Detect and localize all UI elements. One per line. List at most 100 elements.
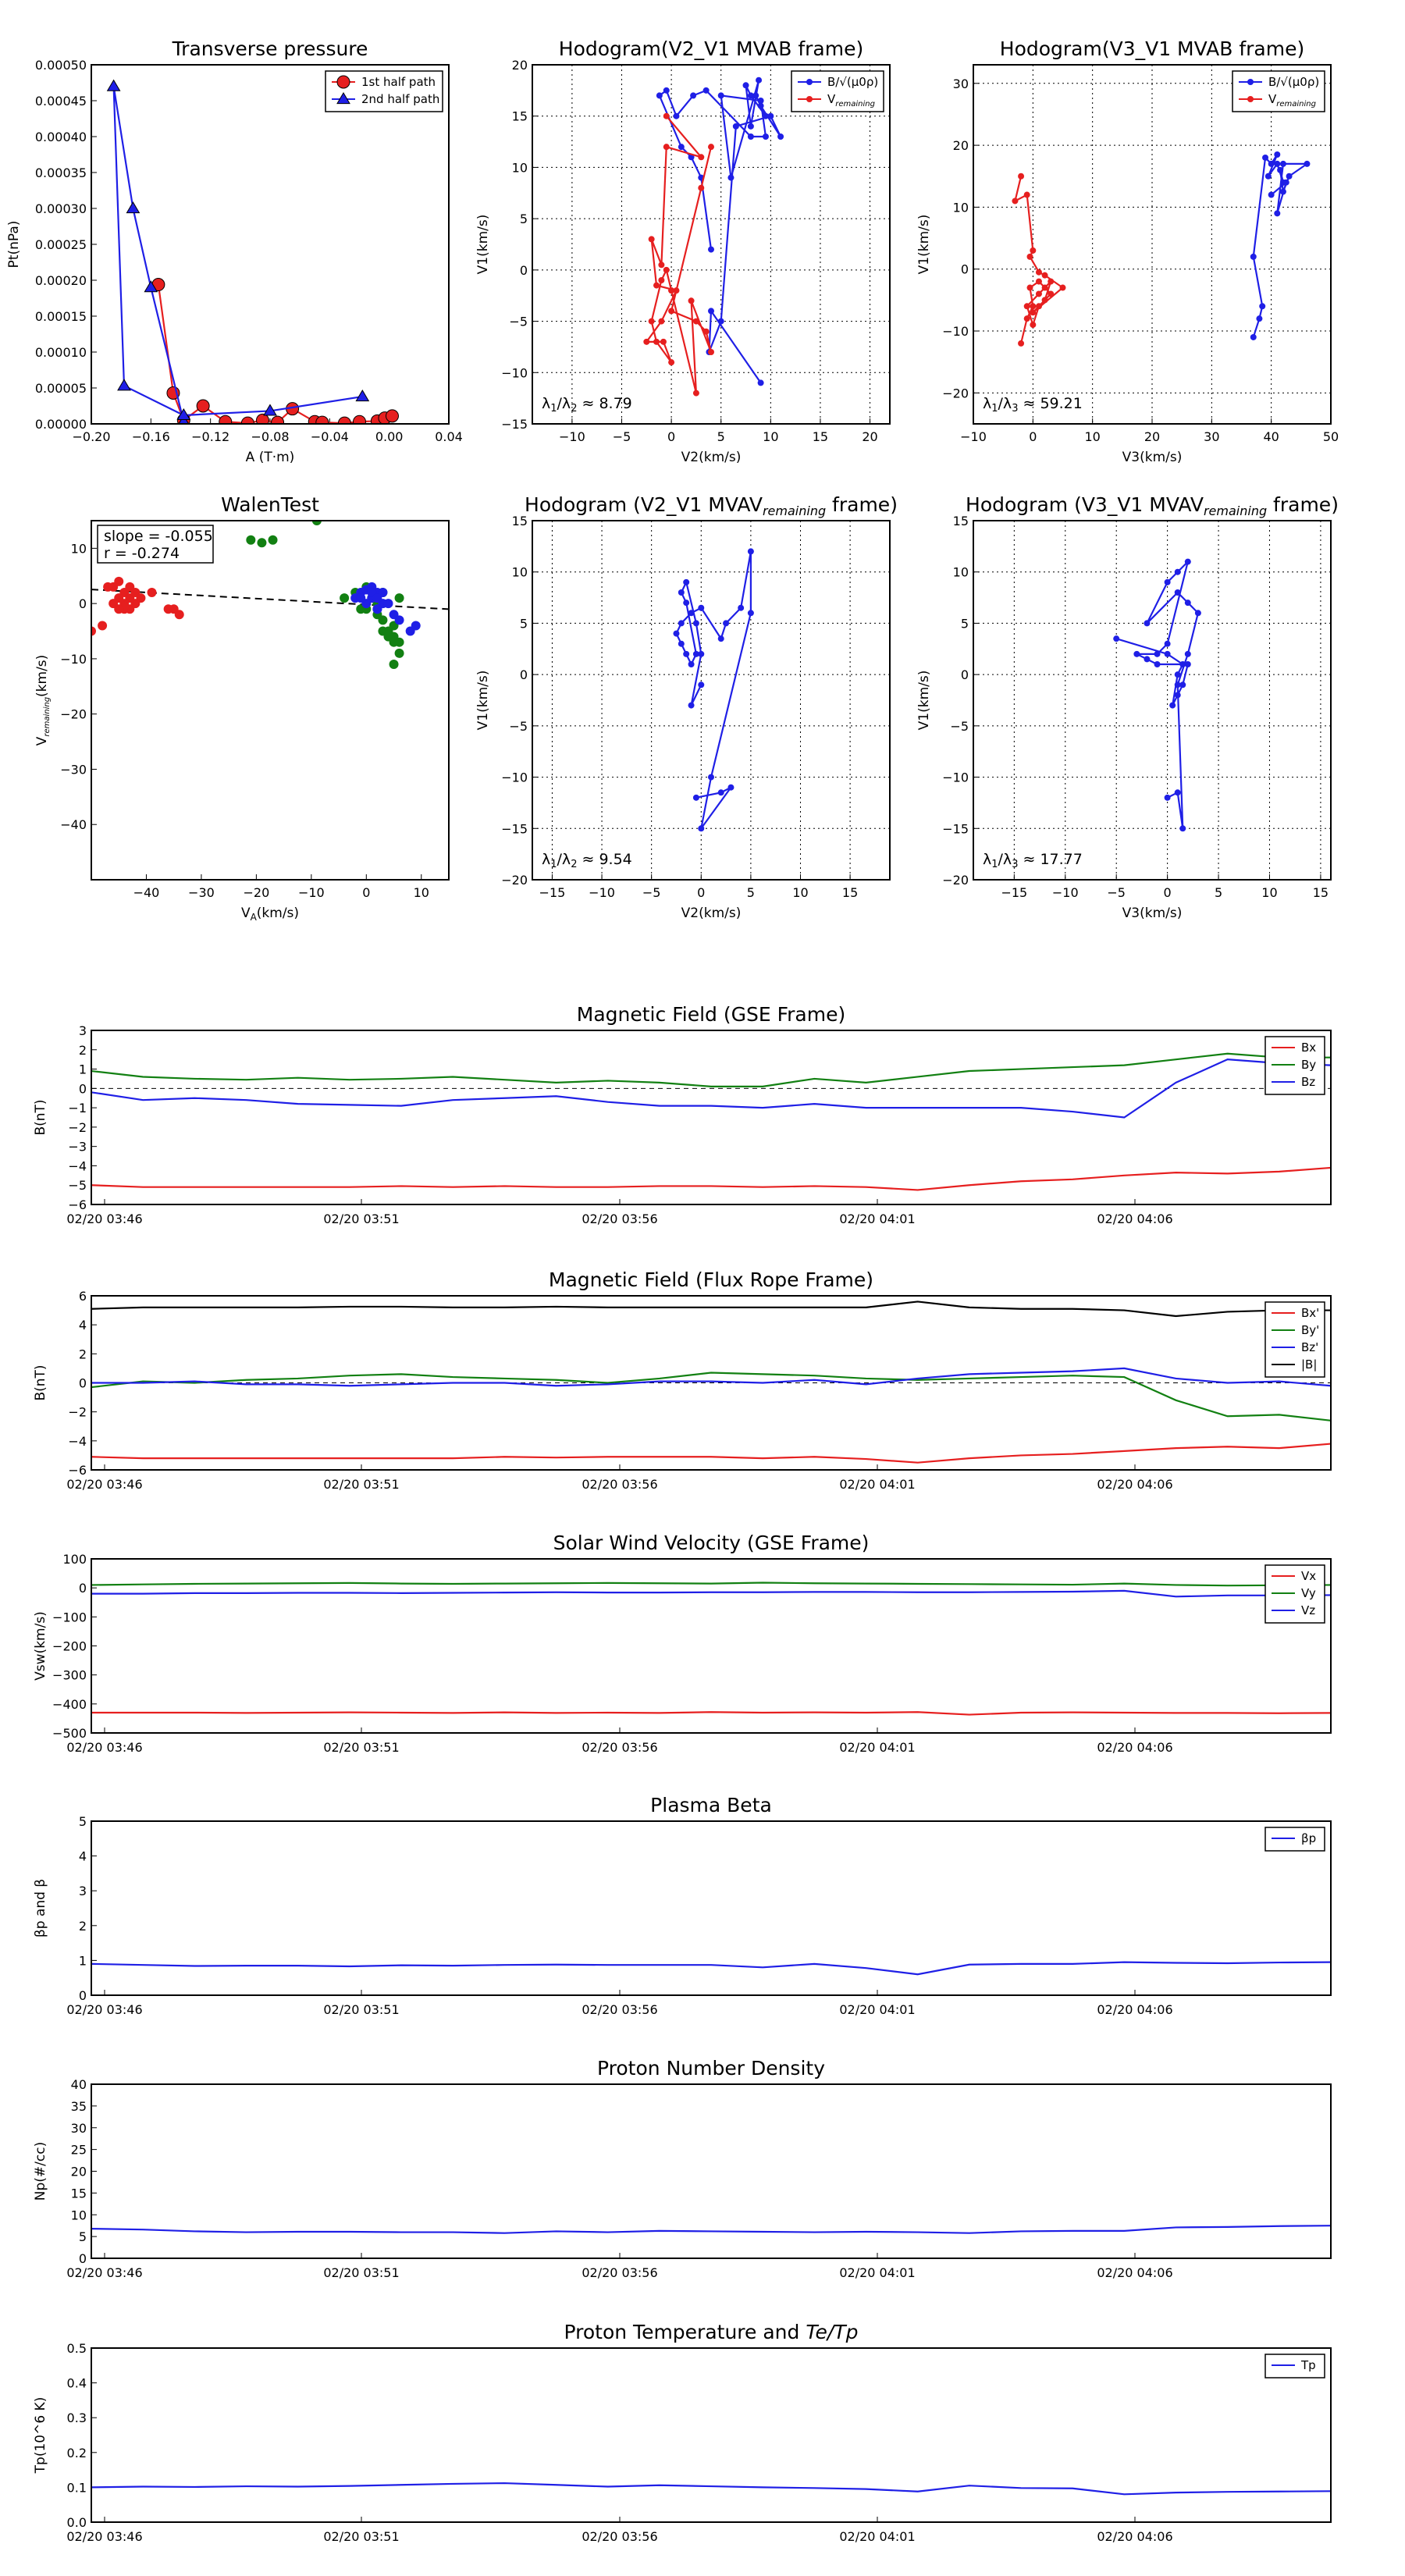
x-tick-label: 20 [862,429,877,444]
data-point [688,154,695,161]
data-point [353,415,366,424]
series-line-tp [91,2482,1331,2496]
scatter-point [98,621,108,631]
data-point [678,589,685,596]
data-point [1164,640,1171,647]
data-point [752,92,759,99]
chart-9: Solar Wind Velocity (GSE Frame) −500 −400 −… [33,1532,1332,1755]
y-tick-label: 1 [79,1953,87,1968]
y-tick-label: 2 [79,1919,87,1934]
slope-text: slope = -0.055 [104,528,213,545]
x-tick-label: 02/20 03:56 [582,1212,657,1226]
data-point [1018,173,1025,180]
data-point [1154,650,1161,657]
chart-title: WalenTest [221,493,319,516]
data-point [747,92,754,99]
x-tick-label: 0 [362,885,370,900]
y-tick-label: 5 [520,212,528,226]
data-point [1262,154,1269,161]
x-tick-label: −5 [642,885,661,900]
data-point [1035,278,1042,285]
legend-label: |B| [1301,1357,1317,1372]
data-point [683,650,690,657]
scatter-point [372,604,382,614]
eigen-ratio: λ1/λ3 ≈ 17.77 [983,851,1083,870]
data-point [683,578,690,585]
x-tick-label: −40 [133,885,160,900]
series-line-vx [91,1711,1331,1716]
y-tick-label: −3 [68,1140,87,1155]
data-point [1274,151,1281,158]
y-tick-label: 0.00010 [35,345,87,360]
data-point [1174,681,1181,688]
legend: Tp [1264,2354,1325,2379]
y-tick-label: −100 [52,1610,87,1624]
data-point [742,82,749,89]
y-tick-label: −10 [501,365,528,380]
chart-3: Hodogram(V3_V1 MVAB frame) −20 −10 0 10 20 30 −… [916,37,1339,465]
y-tick-label: 0.5 [67,2341,87,2356]
series-line-b-0- [658,80,782,384]
x-tick-label: −0.16 [132,429,170,444]
data-point [1035,269,1042,276]
y-tick-label: 0.3 [67,2411,87,2425]
x-tick-label: −0.20 [72,429,110,444]
data-point [1259,303,1266,310]
data-point [1048,278,1055,285]
data-point [702,328,710,335]
data-point [1030,322,1037,329]
data-point [668,308,675,315]
x-tick-label: 02/20 03:51 [323,2265,399,2280]
data-point [1264,173,1272,180]
scatter-point [108,582,119,592]
data-point [692,390,699,397]
y-tick-label: −6 [68,1463,87,1478]
plot-area [91,1052,1331,1191]
series-line--b- [91,1300,1331,1318]
y-tick-label: −40 [60,817,87,832]
data-point [1041,297,1048,304]
y-tick-label: 0.00050 [35,58,87,73]
x-tick-label: 5 [747,885,755,900]
x-axis-label: V2(km/s) [681,906,742,921]
chart-title: Plasma Beta [650,1794,772,1816]
y-axis-label: V1(km/s) [475,671,491,731]
y-tick-label: 0.00025 [35,237,87,252]
data-point [653,338,660,345]
data-point [1164,794,1171,801]
data-point [727,174,735,181]
y-tick-label: 0.00020 [35,273,87,288]
y-tick-label: 0 [961,667,969,682]
eigen-ratio: λ1/λ2 ≈ 9.54 [542,851,632,870]
data-point [1026,253,1033,260]
data-point [1184,600,1191,607]
y-tick-label: −10 [501,770,528,785]
y-tick-label: −15 [501,417,528,432]
y-tick-label: 0 [79,1081,87,1096]
y-tick-label: −30 [60,762,87,777]
data-point [656,92,663,99]
y-axis-label: Vsw(km/s) [33,1611,48,1681]
data-point [663,112,670,119]
data-point [648,236,655,243]
x-tick-label: 10 [792,885,808,900]
data-point [738,604,745,611]
x-tick-label: −0.08 [251,429,289,444]
data-point [698,184,705,191]
x-tick-label: 0 [667,429,675,444]
x-tick-label: 02/20 04:06 [1097,1740,1172,1755]
legend-box [325,70,443,112]
data-point [1304,160,1311,167]
y-tick-label: 15 [512,514,528,528]
legend-label: Bx' [1301,1306,1319,1320]
y-tick-label: 15 [512,109,528,124]
legend-label: Tp [1300,2358,1316,2372]
data-point [1030,303,1037,310]
plot-area [643,76,784,397]
x-axis-label: V2(km/s) [681,450,742,465]
y-axis-label: V1(km/s) [916,215,932,275]
y-tick-label: 0 [79,1581,87,1596]
x-tick-label: 02/20 03:56 [582,1477,657,1492]
data-point [1164,578,1171,585]
data-point [1018,340,1025,347]
